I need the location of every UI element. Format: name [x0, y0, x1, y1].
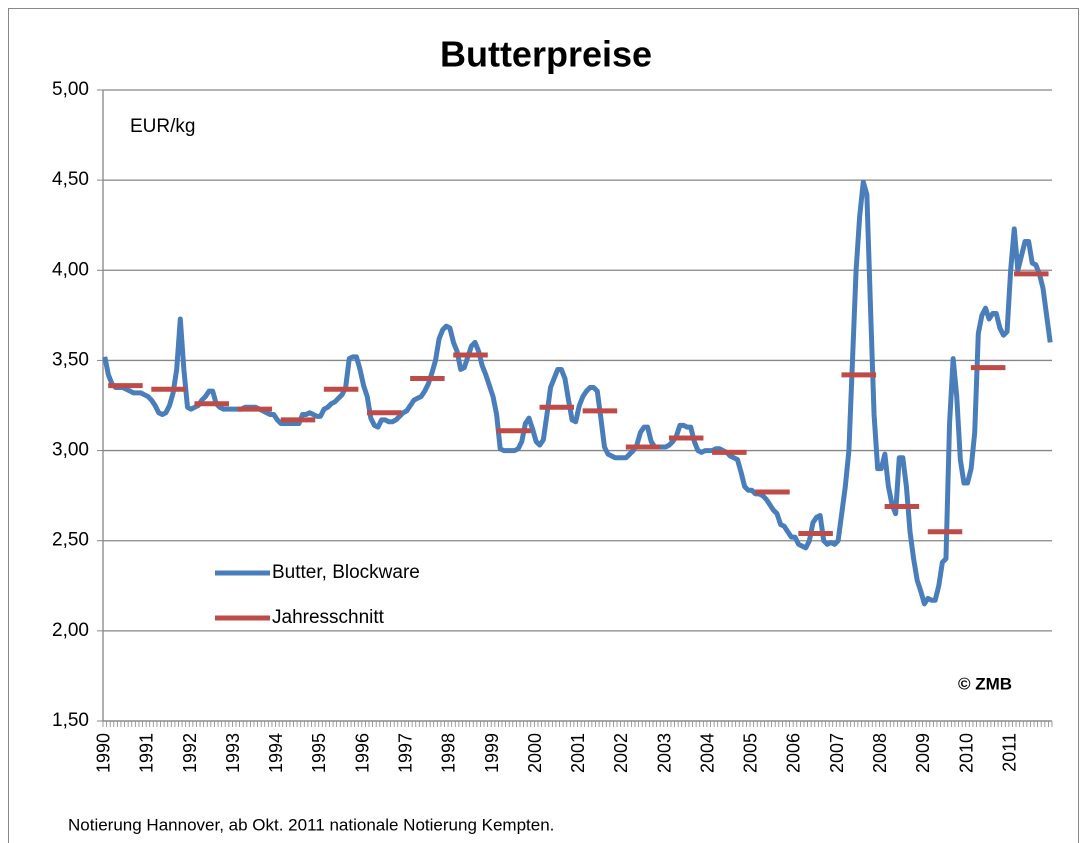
x-tick-label: 2005 [741, 733, 761, 773]
frame [8, 8, 1079, 843]
x-tick-label: 2011 [999, 733, 1019, 772]
footnote: Notierung Hannover, ab Okt. 2011 nationa… [68, 815, 554, 834]
x-tick-label: 2009 [913, 733, 933, 773]
x-tick-label: 2001 [568, 733, 588, 773]
annotation: © ZMB [958, 674, 1012, 693]
x-tick-label: 1998 [439, 733, 459, 773]
x-tick-label: 2008 [870, 733, 890, 773]
y-tick-label: 4,00 [52, 259, 89, 280]
y-tick-label: 4,50 [52, 169, 89, 190]
y-tick-label: 5,00 [52, 79, 89, 100]
x-tick-label: 2000 [525, 733, 545, 773]
x-tick-label: 2004 [697, 733, 717, 773]
x-tick-label: 2006 [784, 733, 804, 773]
y-tick-label: 3,00 [52, 440, 89, 461]
x-tick-label: 1992 [180, 733, 200, 773]
x-tick-label: 2007 [827, 733, 847, 773]
chart-title: Butterpreise [440, 34, 652, 75]
y-axis-label: EUR/kg [130, 116, 195, 137]
y-tick-label: 3,50 [52, 349, 89, 370]
x-tick-label: 1999 [482, 733, 502, 773]
x-tick-label: 1993 [223, 733, 243, 773]
x-tick-label: 1997 [396, 733, 416, 773]
x-tick-label: 2003 [654, 733, 674, 773]
x-tick-label: 2002 [611, 733, 631, 773]
legend-label: Jahresschnitt [272, 607, 385, 628]
x-tick-label: 2010 [956, 733, 976, 773]
y-tick-label: 2,00 [52, 620, 89, 641]
y-tick-label: 1,50 [52, 710, 89, 731]
x-tick-label: 1996 [352, 733, 372, 773]
y-tick-label: 2,50 [52, 530, 89, 551]
x-tick-label: 1995 [309, 733, 329, 773]
x-tick-label: 1994 [266, 733, 286, 773]
legend-label: Butter, Blockware [272, 562, 420, 583]
x-tick-label: 1990 [94, 733, 114, 773]
x-tick-label: 1991 [137, 733, 157, 773]
